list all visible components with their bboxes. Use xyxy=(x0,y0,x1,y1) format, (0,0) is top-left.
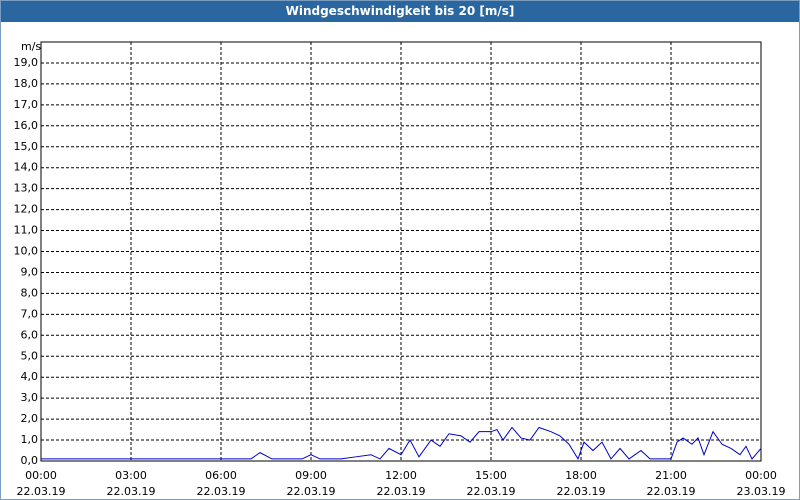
x-tick-date: 22.03.19 xyxy=(647,485,696,498)
x-tick-date: 22.03.19 xyxy=(377,485,426,498)
y-tick-label: 16,0 xyxy=(14,119,39,132)
x-tick-label: 18:00 xyxy=(565,469,597,482)
x-tick-date: 22.03.19 xyxy=(287,485,336,498)
y-tick-label: 2,0 xyxy=(21,412,39,425)
y-tick-label: 15,0 xyxy=(14,140,39,153)
y-tick-label: 12,0 xyxy=(14,203,39,216)
x-tick-date: 22.03.19 xyxy=(17,485,66,498)
y-tick-label: 5,0 xyxy=(21,349,39,362)
y-tick-label: 3,0 xyxy=(21,391,39,404)
y-tick-label: 0,0 xyxy=(21,454,39,467)
y-tick-label: 1,0 xyxy=(21,433,39,446)
x-tick-date: 22.03.19 xyxy=(107,485,156,498)
x-tick-date: 22.03.19 xyxy=(197,485,246,498)
x-tick-label: 09:00 xyxy=(295,469,327,482)
y-tick-label: 9,0 xyxy=(21,265,39,278)
y-tick-label: 19,0 xyxy=(14,56,39,69)
x-tick-label: 03:00 xyxy=(115,469,147,482)
y-tick-label: 8,0 xyxy=(21,286,39,299)
data-line xyxy=(41,426,762,461)
x-tick-date: 23.03.19 xyxy=(737,485,786,498)
y-tick-label: 7,0 xyxy=(21,307,39,320)
x-tick-date: 22.03.19 xyxy=(467,485,516,498)
title-bar: Windgeschwindigkeit bis 20 [m/s] xyxy=(1,1,799,22)
x-tick-date: 22.03.19 xyxy=(557,485,606,498)
y-tick-label: 4,0 xyxy=(21,370,39,383)
x-tick-label: 00:00 xyxy=(25,469,57,482)
y-tick-label: 18,0 xyxy=(14,77,39,90)
plot-frame xyxy=(40,41,762,462)
y-tick-label: 17,0 xyxy=(14,98,39,111)
y-tick-label: 11,0 xyxy=(14,224,39,237)
y-axis-label: m/s xyxy=(21,40,41,53)
y-tick-label: 14,0 xyxy=(14,161,39,174)
x-tick-label: 12:00 xyxy=(385,469,417,482)
x-tick-label: 06:00 xyxy=(205,469,237,482)
x-tick-label: 21:00 xyxy=(655,469,687,482)
y-tick-label: 6,0 xyxy=(21,328,39,341)
y-tick-label: 13,0 xyxy=(14,182,39,195)
x-tick-label: 15:00 xyxy=(475,469,507,482)
chart-title: Windgeschwindigkeit bis 20 [m/s] xyxy=(285,4,515,18)
y-tick-label: 10,0 xyxy=(14,245,39,258)
x-tick-label: 00:00 xyxy=(745,469,777,482)
